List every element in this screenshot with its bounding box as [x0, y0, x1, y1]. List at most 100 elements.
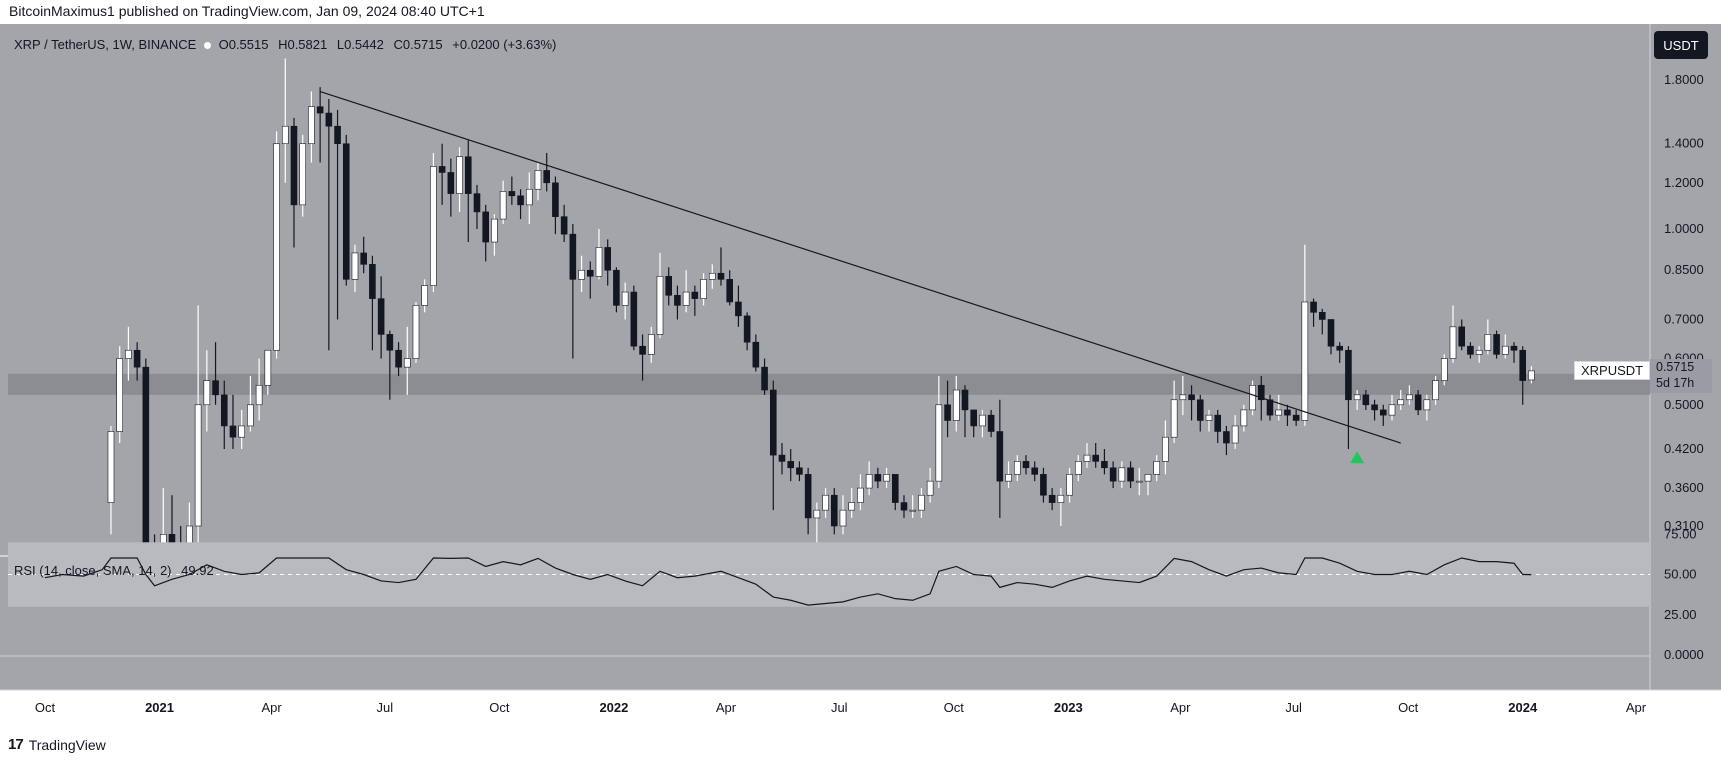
candle-body [1510, 345, 1518, 351]
candle-body [1013, 461, 1021, 475]
time-tick-label: Oct [35, 700, 56, 715]
candle-body [1292, 414, 1300, 421]
candle-body [1371, 404, 1378, 411]
tradingview-logo-icon: 17 [8, 736, 24, 753]
candle-body [1031, 467, 1039, 475]
candle-body [1074, 461, 1082, 475]
price-tick-label: 0.3100 [1664, 518, 1704, 533]
price-tag-symbol: XRPUSDT [1574, 361, 1651, 380]
candle-body [1484, 334, 1492, 351]
candle-body [1196, 399, 1204, 421]
time-tick-label: Apr [1170, 700, 1191, 715]
time-tick-label: Oct [1398, 700, 1419, 715]
price-tag-countdown: 5d 17h [1656, 376, 1695, 390]
candle-body [421, 285, 428, 306]
candle-body [1432, 380, 1439, 401]
candle-body [900, 502, 908, 511]
candle-body [1066, 474, 1073, 496]
candle-body [1118, 467, 1126, 482]
market-status-dot-icon [203, 42, 211, 50]
candle-body [142, 366, 150, 544]
candle-body [621, 291, 629, 306]
time-tick-label: Jul [377, 700, 394, 715]
candle-body [220, 394, 228, 427]
candle-body [360, 252, 367, 265]
candle-body [1127, 467, 1134, 482]
candle-body [822, 494, 829, 511]
price-tick-label: 0.5000 [1664, 397, 1704, 412]
candle-body [1528, 370, 1535, 381]
candle-body [926, 480, 934, 496]
candle-body [918, 494, 925, 511]
candle-body [1379, 409, 1387, 416]
candle-body [552, 182, 559, 217]
legend-high-label: H [278, 37, 288, 52]
candle-body [1362, 394, 1370, 406]
time-tick-label: Oct [944, 700, 965, 715]
candle-body [1449, 326, 1457, 359]
candle-body [264, 349, 272, 386]
candle-body [1310, 301, 1317, 313]
candle-body [456, 156, 463, 194]
rsi-legend-label: RSI (14, close, SMA, 14, 2) [14, 563, 172, 578]
candle-body [996, 431, 1004, 482]
rsi-tick-label: 50.00 [1664, 567, 1697, 582]
candle-body [1223, 431, 1230, 444]
candle-body [369, 264, 376, 299]
candle-body [874, 474, 882, 482]
candle-body [979, 414, 986, 427]
candle-body [377, 298, 385, 335]
candle-body [464, 156, 472, 194]
tradingview-logo[interactable]: 17 TradingView [8, 736, 106, 753]
candle-body [656, 275, 664, 335]
candle-body [970, 409, 978, 427]
candle-body [1284, 409, 1291, 416]
candle-body [273, 143, 280, 351]
candle-body [403, 358, 411, 368]
candle-body [830, 494, 838, 527]
candle-body [1040, 474, 1047, 496]
candle-body [1275, 409, 1283, 416]
candle-body [909, 509, 917, 512]
candle-body [1440, 358, 1448, 381]
candle-body [1188, 394, 1195, 401]
candle-body [1092, 454, 1100, 462]
candle-body [700, 279, 707, 299]
candle-body [1240, 409, 1248, 427]
candle-body [1083, 454, 1091, 462]
candle-body [1345, 349, 1352, 401]
candles-group [107, 58, 1535, 556]
candle-body [726, 279, 734, 303]
candle-body [238, 425, 245, 438]
candle-body [1336, 345, 1344, 351]
candle-body [447, 172, 455, 194]
candle-body [491, 218, 498, 243]
price-tag-price: 0.5715 [1656, 360, 1695, 374]
price-tick-label: 1.0000 [1664, 221, 1704, 236]
currency-button[interactable]: USDT [1654, 31, 1708, 59]
candle-body [1467, 345, 1474, 355]
candle-body [473, 193, 481, 213]
candle-body [508, 191, 516, 197]
candle-body [351, 252, 359, 280]
candle-body [595, 247, 603, 277]
candle-body [116, 358, 123, 432]
rsi-legend-value: 49.92 [181, 563, 214, 578]
candle-body [865, 474, 873, 489]
legend-close-value: 0.5715 [402, 37, 443, 52]
time-tick-label: 2022 [599, 700, 628, 715]
candle-body [1101, 461, 1108, 469]
candle-body [787, 461, 795, 469]
candle-body [1458, 326, 1466, 347]
candle-body [961, 389, 969, 411]
candle-body [987, 414, 995, 432]
candle-body [482, 211, 489, 243]
candle-body [438, 166, 446, 173]
legend-high-value: 0.5821 [287, 37, 328, 52]
legend-open-value: 0.5515 [228, 37, 269, 52]
candle-body [299, 143, 306, 206]
candle-body [1406, 394, 1413, 401]
candle-body [290, 125, 298, 206]
candle-body [1318, 312, 1326, 320]
